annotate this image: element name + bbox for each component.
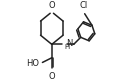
Text: O: O: [49, 72, 55, 81]
Text: Cl: Cl: [79, 1, 88, 10]
Text: O: O: [49, 1, 55, 10]
Text: N: N: [66, 39, 73, 48]
Text: H: H: [64, 44, 69, 50]
Text: HO: HO: [26, 59, 39, 68]
